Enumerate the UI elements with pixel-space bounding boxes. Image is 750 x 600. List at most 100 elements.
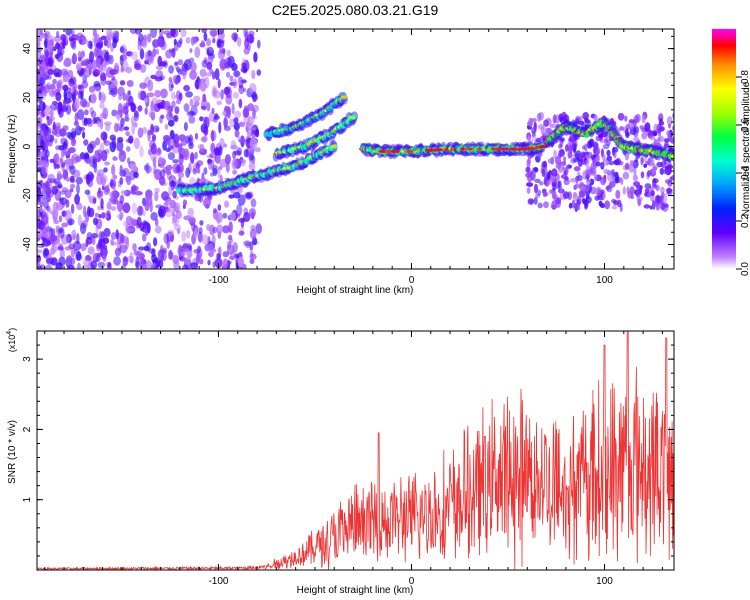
noise-cell — [122, 256, 129, 267]
noise-cell — [119, 125, 125, 132]
snr-scale-factor: (x104) — [6, 328, 17, 352]
noise-cell — [253, 51, 258, 63]
noise-cell — [223, 86, 231, 96]
noise-cell — [212, 226, 218, 234]
noise-cell — [189, 216, 196, 226]
noise-cell — [71, 94, 76, 101]
noise-cell — [137, 127, 144, 138]
noise-cell — [91, 236, 96, 246]
noise-cell — [80, 243, 87, 252]
noise-cell — [147, 223, 151, 234]
noise-cell — [111, 75, 116, 81]
noise-cell — [543, 201, 549, 209]
noise-cell — [241, 79, 247, 84]
noise-cell — [244, 38, 249, 49]
noise-cell — [211, 248, 217, 253]
noise-cell — [131, 184, 137, 196]
noise-cell — [84, 189, 91, 195]
noise-cell — [228, 221, 233, 234]
noise-cell — [189, 70, 198, 80]
noise-cell — [249, 83, 257, 94]
noise-cell — [578, 153, 583, 161]
noise-cell — [76, 183, 80, 195]
noise-cell — [651, 200, 656, 210]
noise-cell — [148, 248, 156, 254]
noise-cell — [112, 137, 117, 149]
noise-cell — [59, 158, 64, 164]
noise-cell — [173, 224, 182, 231]
snr-ticks: -100 0 100 1 2 3 — [22, 331, 674, 587]
noise-cell — [37, 46, 43, 53]
noise-cell — [147, 50, 152, 57]
noise-cell — [231, 158, 238, 170]
noise-cell — [130, 115, 136, 126]
noise-cell — [50, 84, 57, 96]
noise-cell — [46, 194, 51, 203]
noise-cell — [225, 162, 230, 173]
noise-cell — [584, 168, 592, 177]
noise-cell — [154, 90, 161, 98]
noise-cell — [88, 85, 96, 93]
noise-cell — [59, 248, 65, 260]
y-tick-label: 0 — [22, 143, 33, 149]
noise-cell — [160, 88, 168, 99]
noise-cell — [155, 127, 159, 132]
noise-cell — [125, 215, 133, 226]
noise-cell — [85, 173, 91, 185]
noise-cell — [155, 225, 162, 234]
noise-cell — [200, 105, 207, 110]
noise-cell — [549, 189, 553, 194]
noise-cell — [248, 162, 256, 171]
noise-cell — [232, 91, 239, 99]
noise-cell — [582, 145, 586, 150]
noise-cell — [536, 112, 542, 122]
noise-cell — [63, 70, 67, 77]
noise-cell — [94, 86, 101, 92]
noise-cell — [165, 209, 173, 218]
noise-cell — [197, 231, 203, 243]
noise-cell — [104, 51, 110, 62]
noise-cell — [666, 129, 670, 138]
noise-cell — [531, 117, 537, 123]
noise-cell — [209, 29, 218, 37]
noise-cell — [102, 253, 107, 263]
noise-cell — [182, 247, 189, 253]
noise-cell — [194, 100, 200, 107]
noise-cell — [249, 137, 258, 150]
noise-cell — [54, 72, 60, 77]
noise-cell — [213, 147, 220, 156]
noise-cell — [38, 92, 42, 98]
noise-cell — [218, 121, 222, 134]
noise-cell — [223, 125, 231, 132]
noise-cell — [85, 211, 90, 223]
noise-cell — [154, 191, 159, 202]
noise-cell — [531, 170, 536, 180]
noise-cell — [49, 234, 58, 242]
colorbar-gradient — [712, 29, 736, 269]
noise-cell — [58, 215, 63, 223]
noise-cell — [189, 98, 194, 107]
noise-cell — [201, 29, 208, 34]
noise-cell — [185, 256, 191, 264]
noise-cell — [171, 100, 176, 109]
noise-cell — [554, 156, 562, 165]
noise-cell — [126, 146, 131, 152]
noise-cell — [649, 135, 655, 140]
noise-cell — [600, 176, 607, 186]
noise-cell — [201, 234, 209, 245]
noise-cell — [178, 144, 183, 154]
noise-cell — [632, 159, 639, 169]
noise-cell — [59, 190, 66, 195]
noise-cell — [201, 59, 208, 68]
noise-cell — [647, 157, 654, 167]
noise-cell — [95, 224, 99, 235]
noise-cell — [50, 245, 56, 256]
noise-cell — [180, 68, 188, 76]
noise-cell — [222, 251, 230, 258]
noise-cell — [174, 140, 179, 148]
noise-cell — [102, 107, 109, 120]
y-tick-label: 40 — [22, 43, 33, 55]
noise-cell — [131, 123, 135, 135]
noise-cell — [594, 195, 600, 201]
noise-cell — [174, 106, 180, 114]
